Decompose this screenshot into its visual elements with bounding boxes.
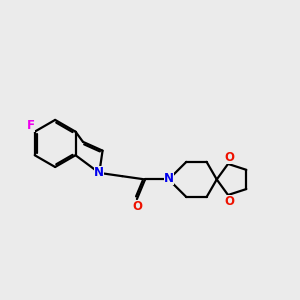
Text: O: O bbox=[224, 195, 234, 208]
Text: O: O bbox=[224, 151, 234, 164]
Text: N: N bbox=[94, 167, 104, 179]
Text: N: N bbox=[164, 172, 174, 184]
Text: O: O bbox=[132, 200, 142, 213]
Text: F: F bbox=[27, 118, 35, 132]
